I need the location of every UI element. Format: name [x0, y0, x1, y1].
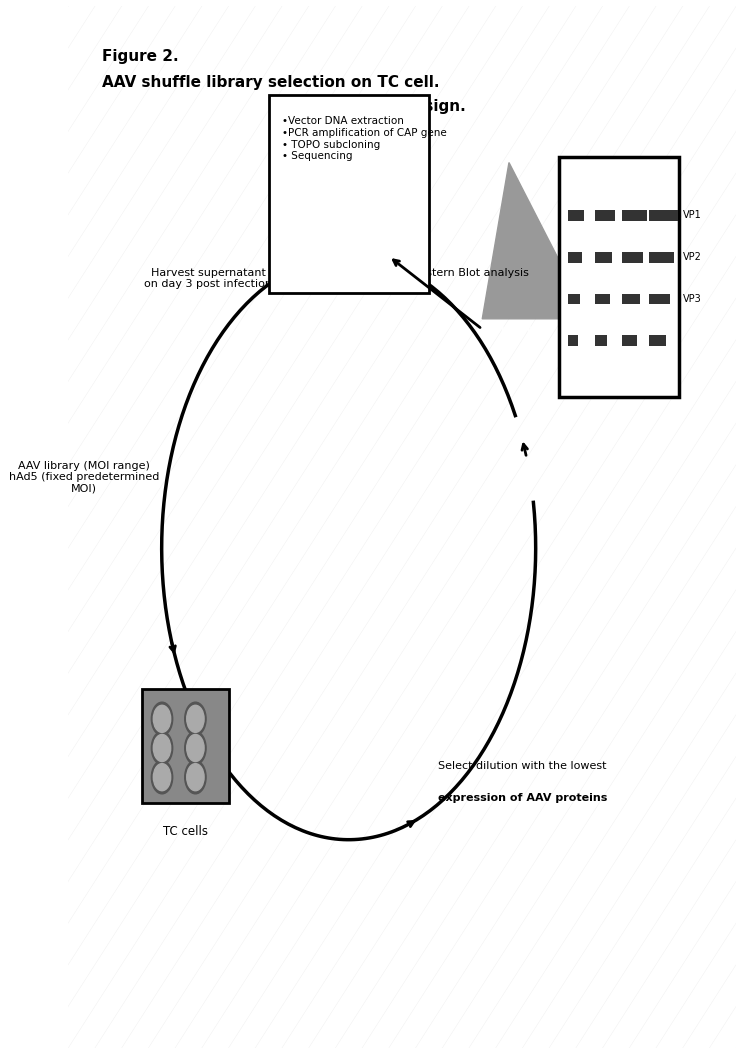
Circle shape	[186, 764, 204, 791]
Circle shape	[153, 764, 171, 791]
FancyBboxPatch shape	[649, 294, 670, 305]
Circle shape	[186, 706, 204, 732]
FancyBboxPatch shape	[595, 211, 615, 222]
Circle shape	[186, 734, 204, 762]
Text: Harvest supernatant
on day 3 post infection: Harvest supernatant on day 3 post infect…	[144, 268, 272, 289]
FancyBboxPatch shape	[268, 95, 429, 293]
Circle shape	[152, 703, 172, 735]
Text: AAV shuffle library selection on TC cell.: AAV shuffle library selection on TC cell…	[102, 75, 439, 90]
Text: Select dilution with the lowest: Select dilution with the lowest	[438, 761, 606, 783]
FancyBboxPatch shape	[649, 335, 666, 346]
Text: VP2: VP2	[683, 252, 701, 262]
Circle shape	[185, 731, 206, 765]
FancyBboxPatch shape	[622, 294, 640, 305]
Circle shape	[153, 734, 171, 762]
Circle shape	[152, 731, 172, 765]
Text: VP1: VP1	[683, 210, 701, 220]
FancyBboxPatch shape	[568, 211, 584, 222]
FancyBboxPatch shape	[595, 335, 607, 346]
Text: VP3: VP3	[683, 293, 701, 304]
Circle shape	[153, 706, 171, 732]
Text: •Vector DNA extraction
•PCR amplification of CAP gene
• TOPO subcloning
• Sequen: •Vector DNA extraction •PCR amplificatio…	[282, 116, 447, 161]
FancyBboxPatch shape	[568, 335, 578, 346]
Text: Library MOI: Library MOI	[484, 325, 548, 334]
Text: Figure 2.: Figure 2.	[102, 49, 178, 63]
Text: TC cells: TC cells	[163, 824, 208, 838]
Text: Western Blot analysis: Western Blot analysis	[409, 268, 529, 277]
FancyBboxPatch shape	[559, 158, 679, 398]
FancyBboxPatch shape	[568, 252, 582, 263]
Polygon shape	[482, 164, 589, 320]
FancyBboxPatch shape	[595, 294, 610, 305]
FancyBboxPatch shape	[622, 335, 637, 346]
FancyBboxPatch shape	[622, 211, 646, 222]
FancyBboxPatch shape	[649, 211, 678, 222]
Text: AAV library (MOI range)
hAd5 (fixed predetermined
MOI): AAV library (MOI range) hAd5 (fixed pred…	[9, 460, 160, 494]
Text: expression of AAV proteins: expression of AAV proteins	[438, 792, 607, 803]
FancyBboxPatch shape	[568, 294, 580, 305]
Text: Experimental Design.: Experimental Design.	[282, 98, 466, 114]
Circle shape	[185, 703, 206, 735]
Circle shape	[152, 761, 172, 794]
FancyBboxPatch shape	[595, 252, 612, 263]
FancyBboxPatch shape	[649, 252, 674, 263]
FancyBboxPatch shape	[142, 689, 229, 803]
Circle shape	[185, 761, 206, 794]
FancyBboxPatch shape	[622, 252, 643, 263]
